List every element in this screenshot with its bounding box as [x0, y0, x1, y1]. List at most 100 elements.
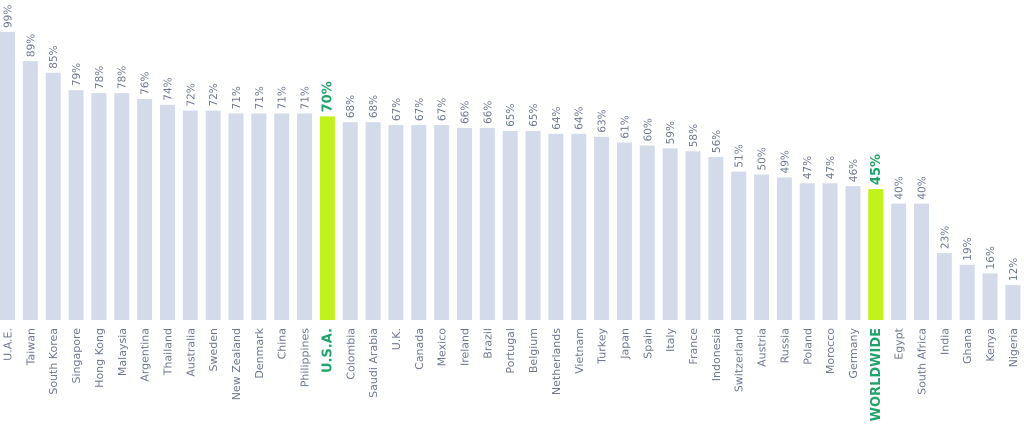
bar-south-korea: [45, 72, 61, 320]
category-label-turkey: Turkey: [596, 328, 609, 365]
value-label-spain: 60%: [642, 118, 654, 141]
bar-new-zealand: [228, 113, 244, 320]
bar-turkey: [594, 136, 610, 320]
bar-poland: [799, 183, 815, 320]
bar-russia: [776, 177, 792, 320]
bars-group: [0, 32, 1021, 321]
value-label-worldwide: 45%: [869, 154, 884, 185]
value-label-new-zealand: 71%: [231, 86, 243, 109]
category-label-portugal: Portugal: [504, 328, 517, 374]
value-label-argentina: 76%: [140, 72, 152, 95]
bar-portugal: [502, 130, 518, 320]
value-label-kenya: 16%: [985, 246, 997, 269]
category-label-vietnam: Vietnam: [573, 328, 586, 374]
value-label-canada: 67%: [414, 98, 426, 121]
value-label-turkey: 63%: [597, 109, 609, 132]
bar-thailand: [159, 104, 175, 320]
bar-india: [936, 253, 952, 320]
category-label-mexico: Mexico: [436, 328, 449, 367]
category-label-brazil: Brazil: [481, 328, 494, 359]
value-label-australia: 72%: [185, 83, 197, 106]
category-label-morocco: Morocco: [824, 328, 837, 374]
value-label-south-africa: 40%: [917, 176, 929, 199]
value-label-saudi-arabia: 68%: [368, 95, 380, 118]
bar-italy: [662, 148, 678, 320]
category-label-italy: Italy: [664, 328, 677, 352]
category-label-worldwide: WORLDWIDE: [869, 328, 884, 421]
category-label-france: France: [687, 328, 700, 365]
category-label-nigeria: Nigeria: [1007, 328, 1020, 367]
bar-philippines: [297, 113, 313, 320]
bar-canada: [411, 125, 427, 320]
bar-mexico: [434, 125, 450, 320]
bar-vietnam: [571, 133, 587, 320]
category-label-u-k: U.K.: [390, 328, 403, 350]
category-label-sweden: Sweden: [207, 328, 220, 371]
bar-morocco: [822, 183, 838, 320]
bar-france: [685, 151, 701, 320]
bar-nigeria: [1005, 285, 1021, 320]
category-label-u-a-e: U.A.E.: [2, 328, 15, 361]
bar-japan: [616, 142, 632, 320]
value-label-south-korea: 85%: [48, 45, 60, 68]
value-label-belgium: 65%: [528, 104, 540, 127]
value-label-egypt: 40%: [894, 176, 906, 199]
category-label-ireland: Ireland: [459, 328, 472, 366]
bar-u-k: [388, 125, 404, 320]
category-label-malaysia: Malaysia: [116, 328, 129, 376]
value-label-india: 23%: [939, 226, 951, 249]
bar-netherlands: [548, 133, 564, 320]
category-label-indonesia: Indonesia: [710, 328, 723, 381]
bar-saudi-arabia: [365, 122, 381, 321]
bar-u-a-e: [0, 32, 15, 320]
value-label-brazil: 66%: [482, 101, 494, 124]
category-label-poland: Poland: [801, 328, 814, 365]
category-label-spain: Spain: [641, 328, 654, 359]
category-label-belgium: Belgium: [527, 328, 540, 373]
bar-belgium: [525, 130, 541, 320]
category-label-ghana: Ghana: [961, 328, 974, 364]
category-label-india: India: [938, 328, 951, 355]
value-label-portugal: 65%: [505, 104, 517, 127]
value-label-ireland: 66%: [460, 101, 472, 124]
category-label-russia: Russia: [778, 328, 791, 363]
value-label-poland: 47%: [802, 156, 814, 179]
bar-indonesia: [708, 157, 724, 320]
bar-worldwide: [868, 189, 884, 320]
category-label-austria: Austria: [756, 328, 769, 367]
category-label-south-korea: South Korea: [47, 328, 60, 395]
category-labels-group: U.A.E. Taiwan South Korea Singapore Hong Kon…: [2, 327, 1020, 421]
value-label-switzerland: 51%: [734, 144, 746, 167]
category-label-canada: Canada: [413, 328, 426, 370]
value-label-ghana: 19%: [962, 237, 974, 260]
value-label-sweden: 72%: [208, 83, 220, 106]
bar-argentina: [137, 98, 153, 320]
category-label-germany: Germany: [847, 328, 860, 379]
bar-colombia: [342, 122, 358, 321]
category-label-u-s-a: U.S.A.: [320, 328, 335, 373]
value-label-u-a-e: 99%: [3, 5, 15, 28]
bar-egypt: [891, 203, 907, 320]
value-label-denmark: 71%: [254, 86, 266, 109]
value-label-russia: 49%: [779, 150, 791, 173]
category-label-singapore: Singapore: [70, 328, 83, 384]
category-label-australia: Australia: [184, 328, 197, 377]
bar-hong-kong: [91, 93, 107, 320]
category-label-switzerland: Switzerland: [733, 328, 746, 392]
category-label-denmark: Denmark: [253, 327, 266, 378]
bar-sweden: [205, 110, 221, 320]
value-label-philippines: 71%: [300, 86, 312, 109]
value-label-mexico: 67%: [437, 98, 449, 121]
category-label-saudi-arabia: Saudi Arabia: [367, 328, 380, 398]
value-label-taiwan: 89%: [25, 34, 37, 57]
bar-u-s-a: [319, 116, 335, 320]
value-label-france: 58%: [688, 124, 700, 147]
value-label-vietnam: 64%: [574, 106, 586, 129]
category-label-egypt: Egypt: [893, 327, 906, 359]
bar-kenya: [982, 273, 998, 320]
value-label-nigeria: 12%: [1008, 258, 1020, 281]
value-label-u-k: 67%: [391, 98, 403, 121]
value-label-italy: 59%: [665, 121, 677, 144]
category-label-argentina: Argentina: [139, 328, 152, 382]
